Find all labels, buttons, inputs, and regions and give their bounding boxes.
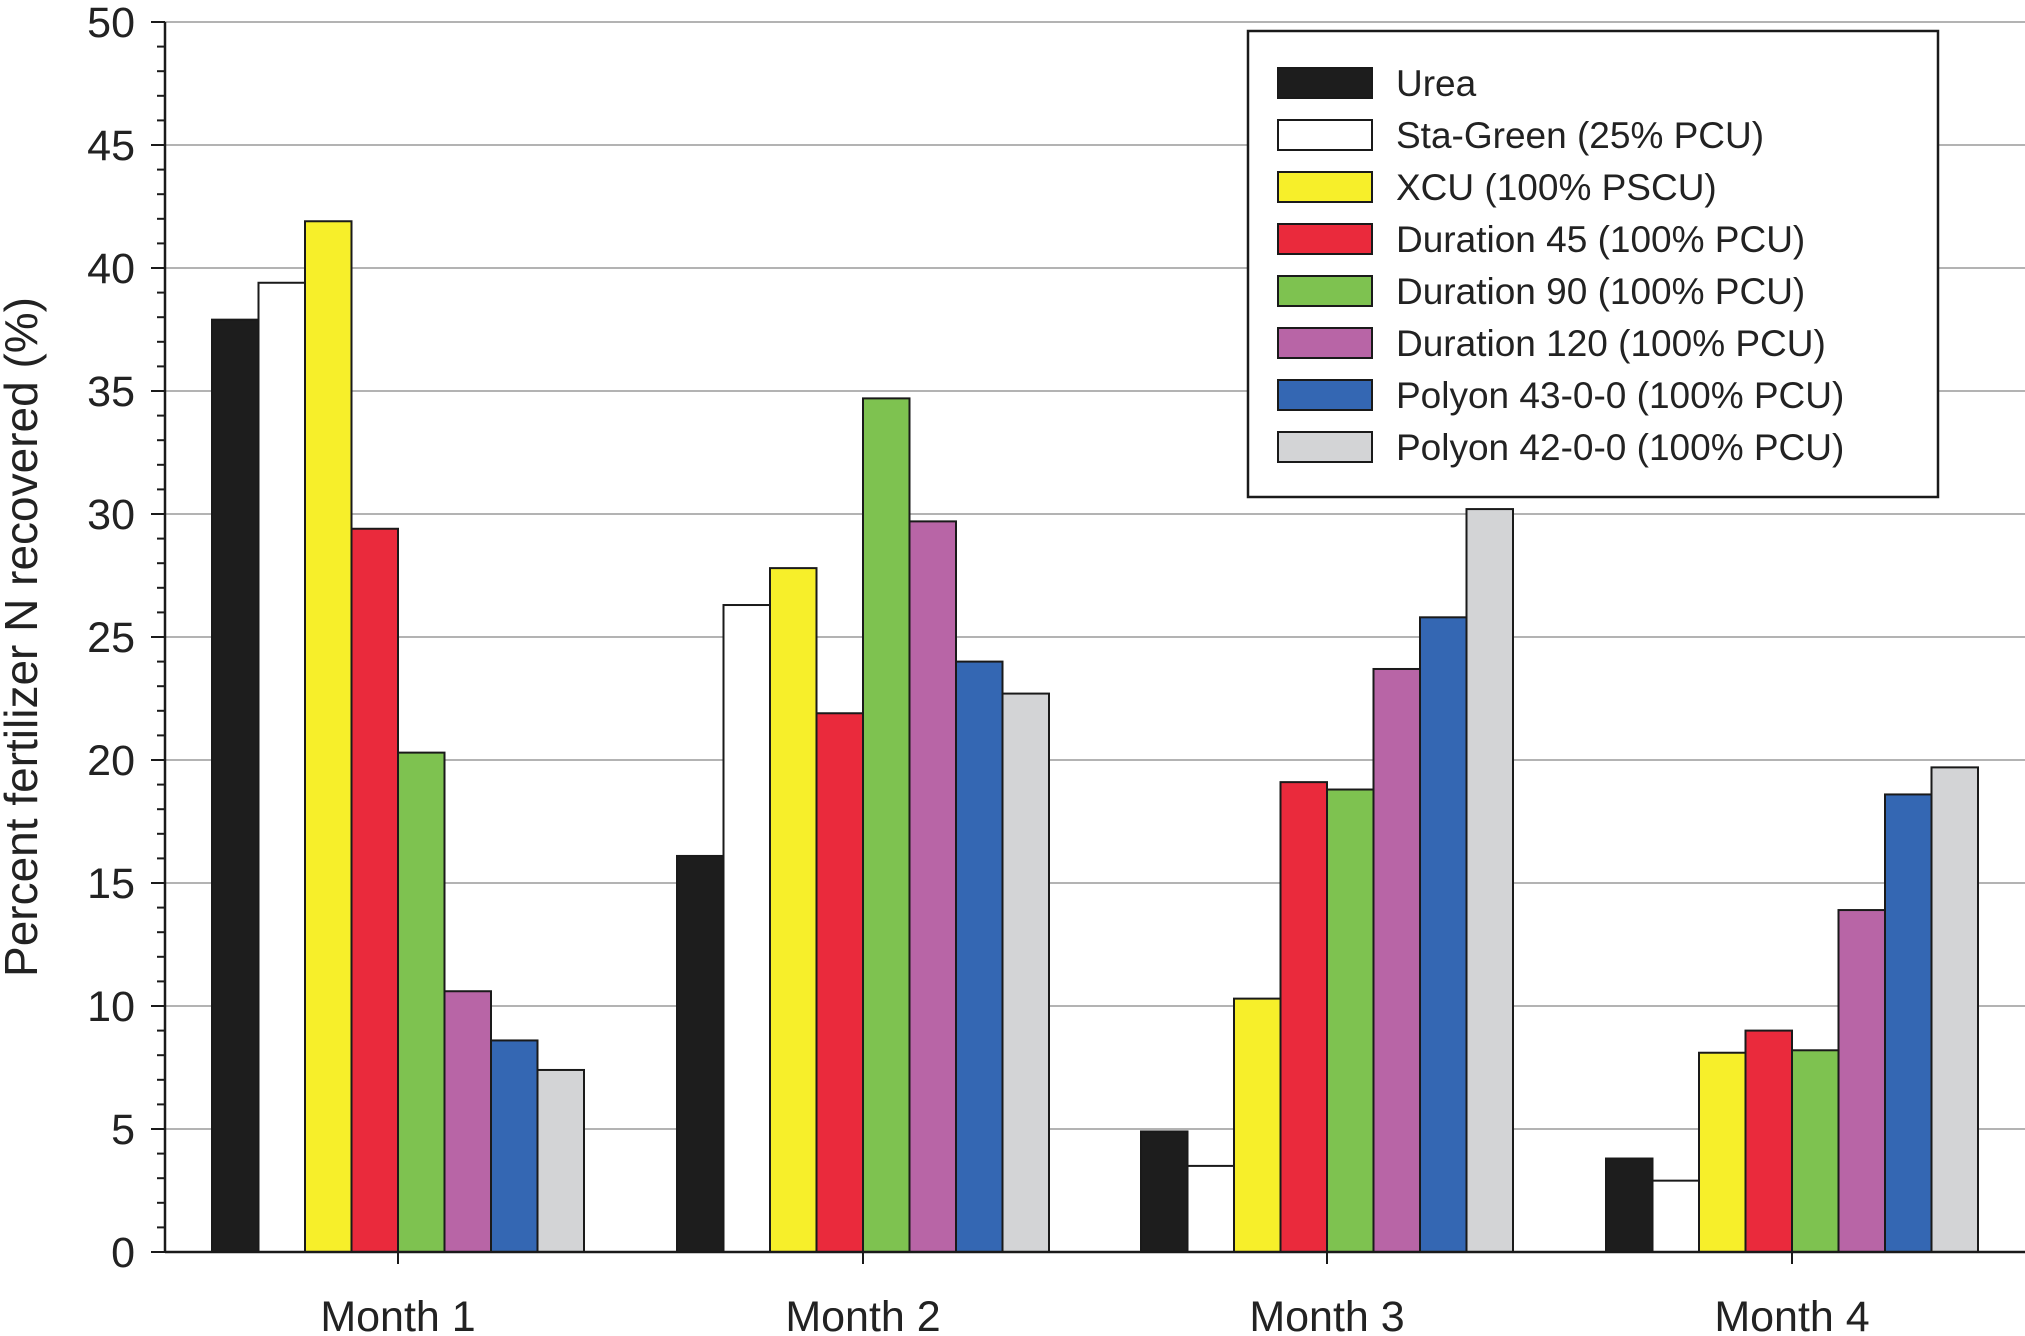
bar-duration-90-100-pcu-2 (862, 397, 911, 1253)
y-tick-label: 35 (87, 368, 135, 416)
y-axis-title: Percent fertilizer N recovered (%) (0, 297, 47, 977)
bar-duration-120-100-pcu-4 (1837, 909, 1886, 1253)
legend-label: Duration 120 (100% PCU) (1396, 323, 1826, 364)
bar-duration-45-100-pcu-4 (1744, 1029, 1793, 1253)
legend-label: Polyon 42-0-0 (100% PCU) (1396, 427, 1844, 468)
bar-duration-120-100-pcu-1 (443, 990, 492, 1253)
x-tick-label: Month 2 (785, 1293, 940, 1336)
legend-swatch (1277, 67, 1373, 99)
bar-duration-45-100-pcu-2 (815, 712, 864, 1253)
legend-label: XCU (100% PSCU) (1396, 167, 1717, 208)
bar-polyon-42-0-0-100-pcu-3 (1465, 508, 1514, 1253)
bar-xcu-100-pscu-3 (1233, 997, 1282, 1253)
legend-swatch (1277, 431, 1373, 463)
x-tick-label: Month 1 (320, 1293, 475, 1336)
bar-polyon-43-0-0-100-pcu-1 (490, 1039, 539, 1253)
legend-swatch (1277, 327, 1373, 359)
legend-label: Duration 45 (100% PCU) (1396, 219, 1805, 260)
bar-sta-green-25-pcu-4 (1651, 1179, 1700, 1254)
legend-label: Urea (1396, 63, 1477, 104)
y-tick-label: 10 (87, 983, 135, 1031)
bar-sta-green-25-pcu-3 (1186, 1164, 1235, 1254)
legend-swatch (1277, 223, 1373, 255)
bar-sta-green-25-pcu-1 (257, 281, 306, 1253)
legend-label: Sta-Green (25% PCU) (1396, 115, 1764, 156)
y-tick-label: 50 (87, 0, 135, 47)
bars (211, 220, 1979, 1254)
y-tick-label: 30 (87, 491, 135, 539)
axes: 0 5 10 15 20 25 30 35 40 45 50 Month 1 Month 2 Month … (87, 0, 2025, 1336)
bar-polyon-42-0-0-100-pcu-2 (1001, 692, 1050, 1253)
bar-polyon-42-0-0-100-pcu-4 (1930, 766, 1979, 1253)
bar-urea-4 (1605, 1157, 1654, 1254)
y-tick-label: 5 (111, 1106, 135, 1154)
legend-swatch (1277, 275, 1373, 307)
y-tick-label: 15 (87, 860, 135, 908)
bar-duration-120-100-pcu-2 (908, 520, 957, 1253)
bar-polyon-43-0-0-100-pcu-3 (1419, 616, 1468, 1253)
x-tick-label: Month 3 (1249, 1293, 1404, 1336)
bar-duration-90-100-pcu-1 (397, 751, 446, 1253)
bar-polyon-43-0-0-100-pcu-2 (955, 660, 1004, 1253)
bar-sta-green-25-pcu-2 (722, 604, 771, 1253)
bar-urea-1 (211, 318, 260, 1254)
legend-swatch (1277, 379, 1373, 411)
bar-polyon-42-0-0-100-pcu-1 (536, 1068, 585, 1253)
y-tick-label: 25 (87, 614, 135, 662)
bar-duration-120-100-pcu-3 (1372, 667, 1421, 1253)
legend-swatch (1277, 171, 1373, 203)
legend-label: Duration 90 (100% PCU) (1396, 271, 1805, 312)
bar-duration-45-100-pcu-1 (350, 527, 399, 1253)
legend-label: Polyon 43-0-0 (100% PCU) (1396, 375, 1844, 416)
legend-swatch (1277, 119, 1373, 151)
y-tick-label: 0 (111, 1229, 135, 1277)
bar-duration-45-100-pcu-3 (1279, 781, 1328, 1253)
y-tick-label: 45 (87, 122, 135, 170)
bar-xcu-100-pscu-4 (1698, 1051, 1747, 1253)
bar-duration-90-100-pcu-4 (1791, 1049, 1840, 1254)
bar-xcu-100-pscu-2 (769, 567, 818, 1253)
legend-box (1246, 29, 1940, 499)
bar-polyon-43-0-0-100-pcu-4 (1884, 793, 1933, 1253)
y-tick-label: 20 (87, 737, 135, 785)
bar-xcu-100-pscu-1 (304, 220, 353, 1253)
legend: Urea Sta-Green (25% PCU) XCU (100% PSCU) Du… (1246, 29, 1940, 499)
bar-urea-3 (1140, 1130, 1189, 1253)
y-tick-label: 40 (87, 245, 135, 293)
bar-duration-90-100-pcu-3 (1326, 788, 1375, 1254)
bar-urea-2 (676, 854, 725, 1253)
x-tick-label: Month 4 (1714, 1293, 1869, 1336)
